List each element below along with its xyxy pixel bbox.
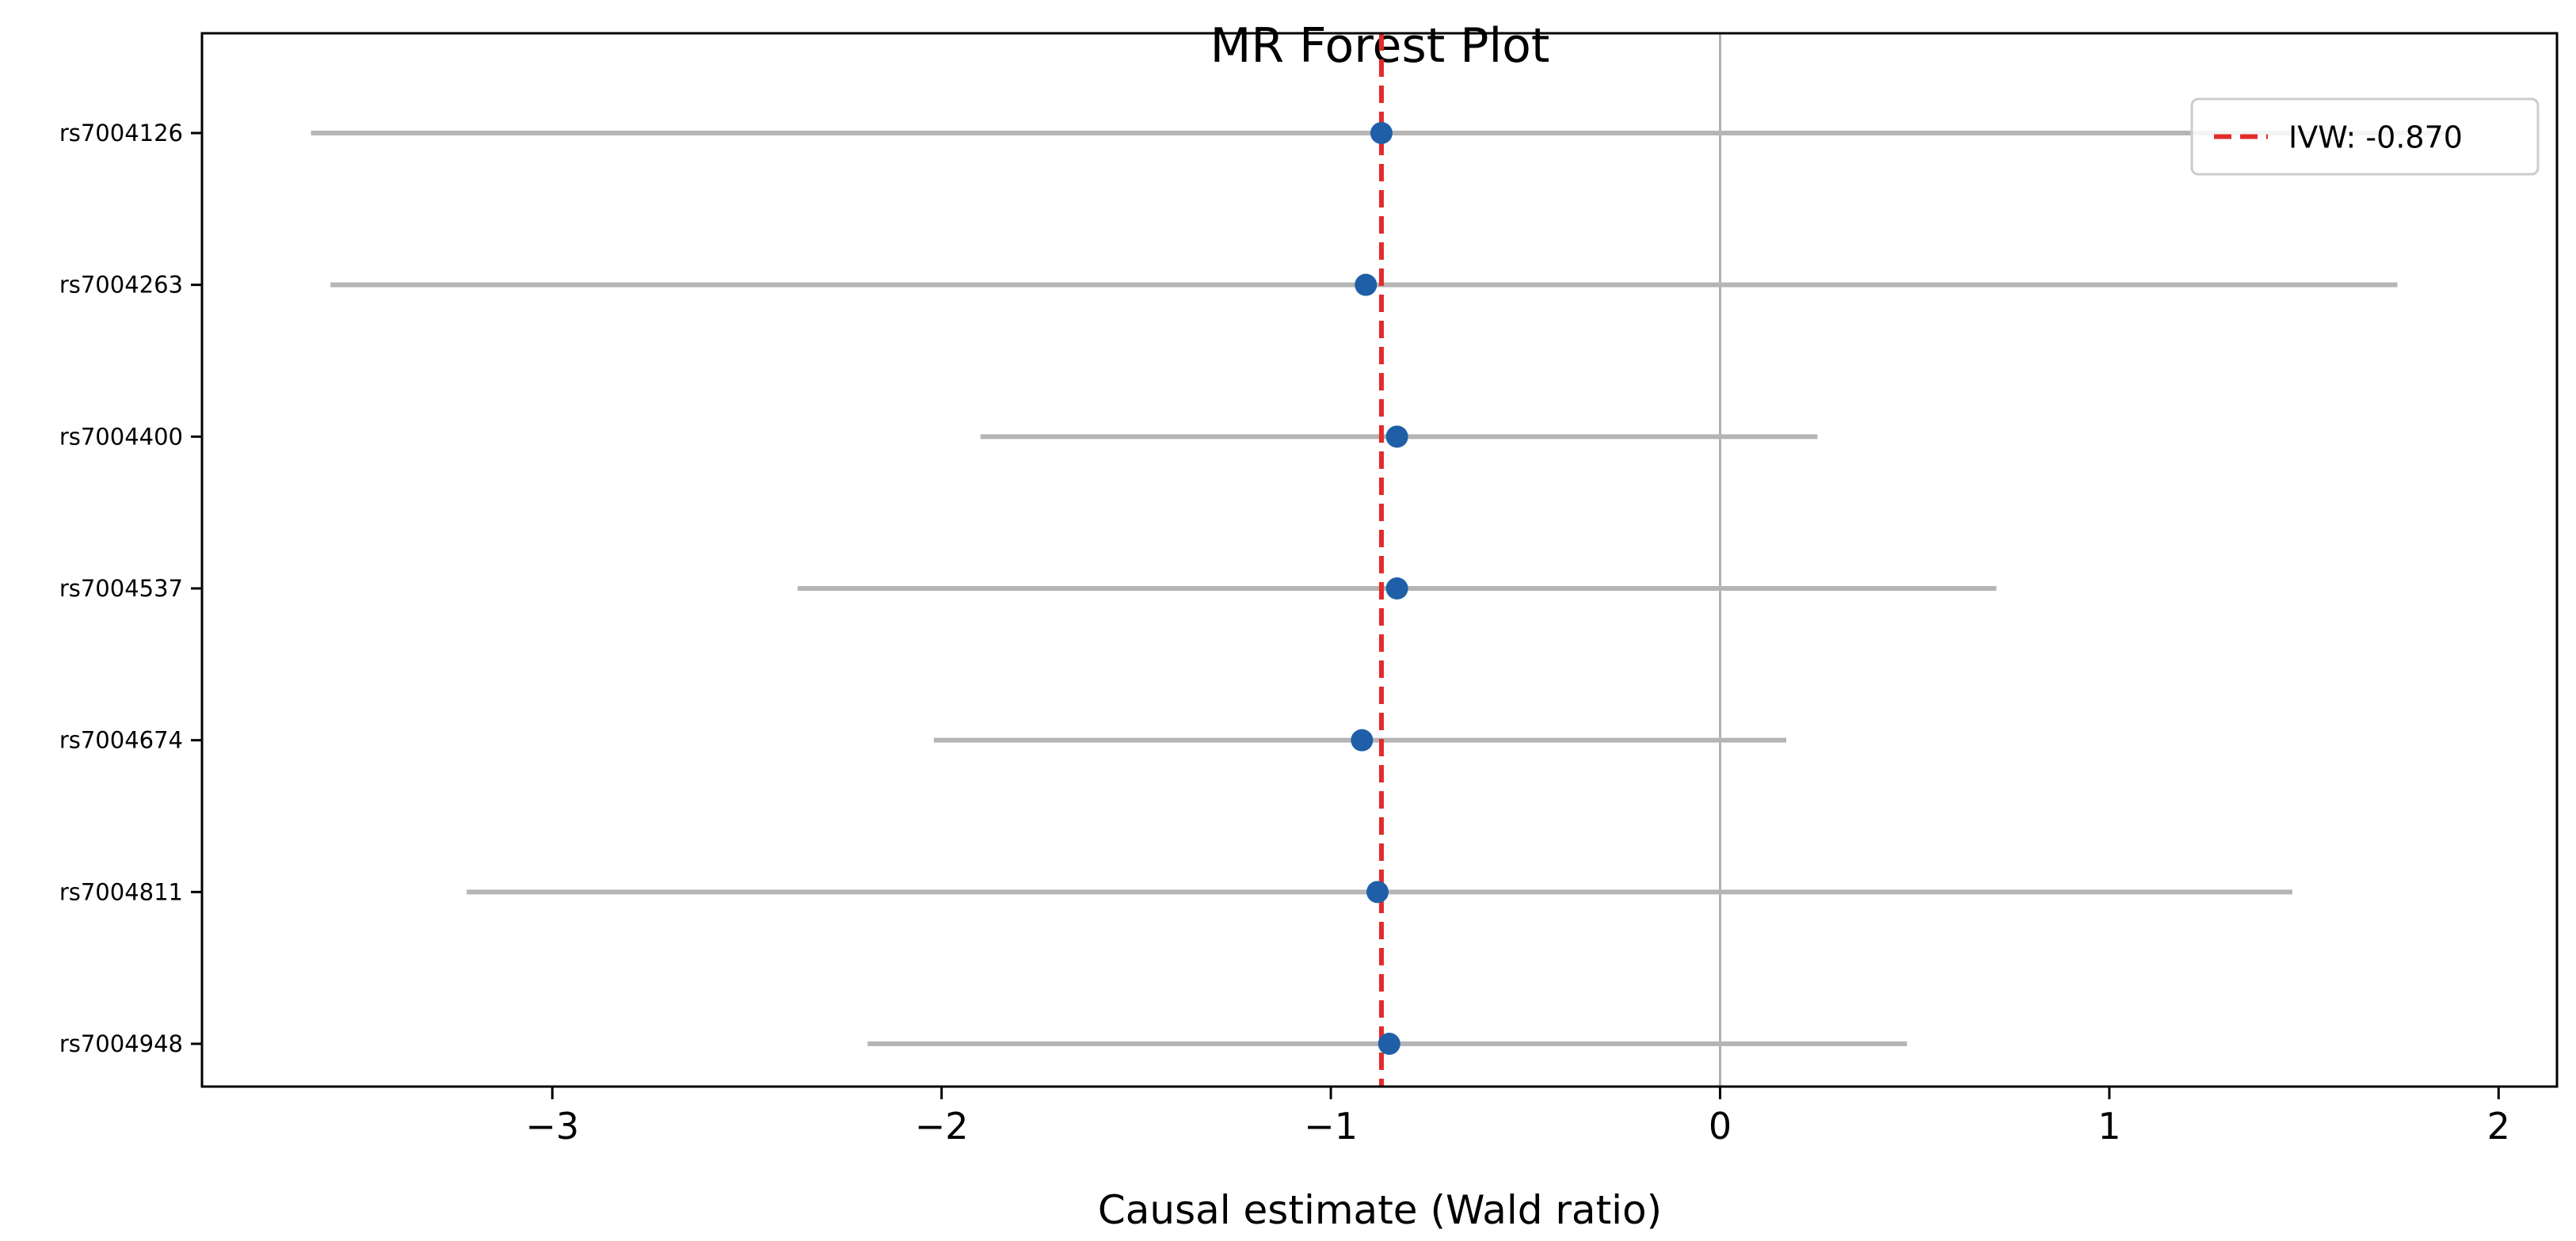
x-axis: −3 −2 −1 0 1 2 <box>525 1087 2510 1148</box>
x-tick-label: 0 <box>1709 1105 1732 1148</box>
y-tick-label-rs7004811: rs7004811 <box>59 878 183 905</box>
x-tick-label: −3 <box>525 1105 579 1148</box>
estimate-point-rs7004537 <box>1385 577 1408 600</box>
y-tick-label-rs7004674: rs7004674 <box>59 727 183 754</box>
y-tick-label-rs7004948: rs7004948 <box>59 1030 183 1057</box>
y-axis: rs7004126 rs7004263 rs7004400 rs7004537 rs70… <box>59 120 202 1057</box>
estimate-point-rs7004948 <box>1378 1033 1400 1055</box>
x-axis-label: Causal estimate (Wald ratio) <box>1098 1187 1662 1233</box>
y-tick-label-rs7004537: rs7004537 <box>59 575 183 602</box>
x-tick-label: 2 <box>2487 1105 2510 1148</box>
estimate-point-rs7004126 <box>1370 122 1393 144</box>
legend-box <box>2190 97 2540 176</box>
estimate-point-rs7004811 <box>1366 881 1389 904</box>
estimate-point-rs7004400 <box>1385 425 1408 448</box>
estimate-point-rs7004674 <box>1351 729 1374 752</box>
plot-frame <box>200 32 2559 1088</box>
plot-area <box>311 33 2452 1087</box>
y-tick-label-rs7004400: rs7004400 <box>59 423 183 450</box>
estimate-point-rs7004263 <box>1355 273 1378 296</box>
x-tick-label: −2 <box>915 1105 969 1148</box>
y-tick-label-rs7004126: rs7004126 <box>59 120 183 147</box>
legend-label-ivw: IVW: -0.870 <box>2288 120 2463 155</box>
legend: IVW: -0.870 <box>2190 97 2540 176</box>
y-tick-label-rs7004263: rs7004263 <box>59 272 183 299</box>
x-tick-label: 1 <box>2098 1105 2121 1148</box>
x-tick-label: −1 <box>1304 1105 1358 1148</box>
